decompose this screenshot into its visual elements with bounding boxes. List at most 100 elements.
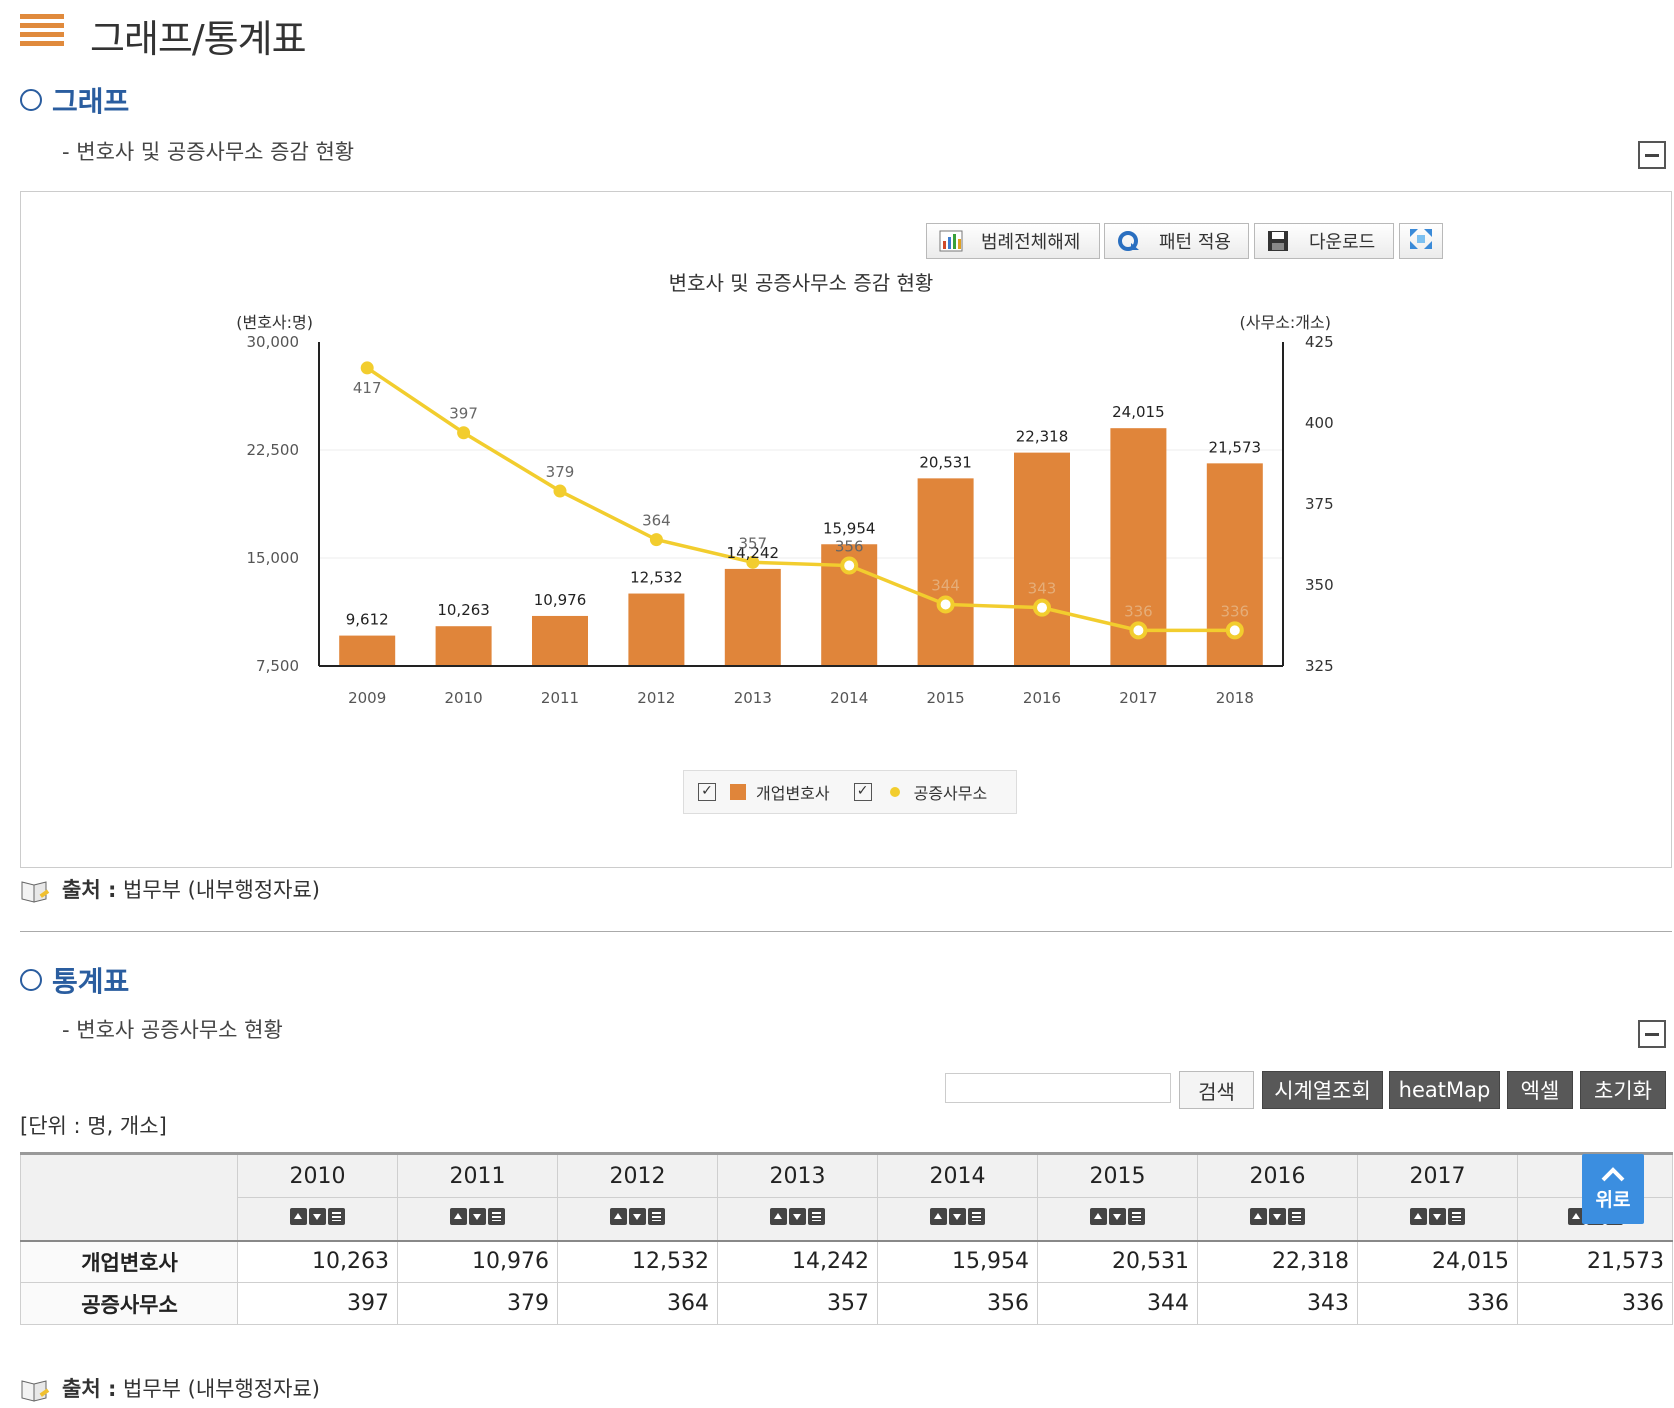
search-button[interactable]: 검색 xyxy=(1179,1071,1254,1109)
sort-asc-icon[interactable] xyxy=(610,1208,627,1226)
col-header-2016: 2016 xyxy=(1197,1152,1358,1198)
table-cell: 15,954 xyxy=(877,1239,1038,1283)
bar-data-label: 10,263 xyxy=(437,601,490,619)
list-icon[interactable] xyxy=(968,1208,985,1226)
sort-asc-icon[interactable] xyxy=(1410,1208,1427,1226)
sort-asc-icon[interactable] xyxy=(290,1208,307,1226)
x-tick-label: 2016 xyxy=(1023,689,1061,707)
timeseries-button[interactable]: 시계열조회 xyxy=(1262,1071,1383,1109)
table-cell: 356 xyxy=(877,1282,1038,1325)
legend-off-button[interactable]: 범례전체해제 xyxy=(926,223,1100,259)
list-icon[interactable] xyxy=(1448,1208,1465,1226)
sort-desc-icon[interactable] xyxy=(789,1208,806,1226)
line-data-label: 343 xyxy=(1028,580,1057,598)
sort-asc-icon[interactable] xyxy=(450,1208,467,1226)
y-right-tick-label: 325 xyxy=(1305,657,1334,675)
x-tick-label: 2012 xyxy=(637,689,675,707)
legend-checkbox-lawyers[interactable]: ✓ xyxy=(698,783,716,801)
table-cell: 336 xyxy=(1517,1282,1673,1325)
save-icon xyxy=(1267,230,1291,252)
y-right-tick-label: 375 xyxy=(1305,495,1334,513)
sort-controls xyxy=(397,1197,558,1241)
heatmap-button[interactable]: heatMap xyxy=(1389,1071,1500,1109)
y-left-tick-label: 30,000 xyxy=(247,333,300,351)
sort-desc-icon[interactable] xyxy=(1429,1208,1446,1226)
col-header-2010: 2010 xyxy=(237,1152,398,1198)
table-source-text: 법무부 (내부행정자료) xyxy=(116,1377,320,1401)
x-tick-label: 2013 xyxy=(734,689,772,707)
y-left-tick-label: 22,500 xyxy=(247,441,300,459)
line-point xyxy=(1225,621,1244,640)
chart-legend: ✓ 개업변호사 ✓ 공증사무소 xyxy=(683,770,1017,814)
reset-button[interactable]: 초기화 xyxy=(1580,1071,1666,1109)
sort-asc-icon[interactable] xyxy=(1567,1208,1585,1226)
table-cell: 21,573 xyxy=(1517,1239,1673,1283)
chart-title: 변호사 및 공증사무소 증감 현황 xyxy=(669,271,934,295)
sort-desc-icon[interactable] xyxy=(1109,1208,1126,1226)
table-row: 공증사무소 397 379 364 357 356 344 343 336 336 xyxy=(20,1282,1673,1325)
table-cell: 364 xyxy=(557,1282,718,1325)
y-right-tick-label: 425 xyxy=(1305,333,1334,351)
table-cell: 336 xyxy=(1357,1282,1518,1325)
col-header-2014: 2014 xyxy=(877,1152,1038,1198)
bar-data-label: 14,242 xyxy=(727,544,780,562)
line-data-label: 336 xyxy=(1220,602,1249,620)
list-icon[interactable] xyxy=(808,1208,825,1226)
fullscreen-button[interactable] xyxy=(1399,223,1443,259)
list-icon[interactable] xyxy=(1288,1208,1305,1226)
scroll-to-top-button[interactable]: 위로 xyxy=(1582,1154,1644,1224)
list-icon[interactable] xyxy=(1128,1208,1145,1226)
bar xyxy=(724,568,781,666)
year-header-row: 2010 2011 2012 2013 2014 2015 2016 2017 … xyxy=(20,1152,1673,1241)
table-search-input[interactable] xyxy=(945,1073,1171,1103)
sort-controls xyxy=(717,1197,878,1241)
sort-asc-icon[interactable] xyxy=(770,1208,787,1226)
list-icon[interactable] xyxy=(648,1208,665,1226)
chevron-up-icon xyxy=(1601,1167,1625,1182)
list-icon[interactable] xyxy=(488,1208,505,1226)
legend-swatch-line xyxy=(889,787,900,797)
sort-desc-icon[interactable] xyxy=(1269,1208,1286,1226)
legend-swatch-bar xyxy=(730,784,746,800)
table-cell: 10,263 xyxy=(237,1239,398,1283)
sort-desc-icon[interactable] xyxy=(629,1208,646,1226)
line-point xyxy=(360,361,374,375)
table-row: 개업변호사 10,263 10,976 12,532 14,242 15,954 20,53… xyxy=(20,1239,1673,1283)
sort-controls xyxy=(237,1197,398,1241)
collapse-graph-button[interactable] xyxy=(1638,141,1666,169)
sort-desc-icon[interactable] xyxy=(309,1208,326,1226)
line-data-label: 364 xyxy=(642,512,671,530)
excel-button[interactable]: 엑셀 xyxy=(1507,1071,1573,1109)
sort-control-row xyxy=(21,1197,1673,1241)
download-button[interactable]: 다운로드 xyxy=(1254,223,1394,259)
sort-controls xyxy=(877,1197,1038,1241)
bar-data-label: 20,531 xyxy=(919,453,972,471)
menu-icon[interactable] xyxy=(20,14,64,46)
sort-desc-icon[interactable] xyxy=(469,1208,486,1226)
graph-source-label: 출처 : xyxy=(62,878,117,902)
bar xyxy=(339,635,396,666)
sort-controls xyxy=(1357,1197,1518,1241)
col-header-2017: 2017 xyxy=(1357,1152,1518,1198)
row-header: 공증사무소 xyxy=(20,1282,238,1325)
sort-asc-icon[interactable] xyxy=(1250,1208,1267,1226)
pattern-apply-button[interactable]: 패턴 적용 xyxy=(1104,223,1249,259)
x-tick-label: 2011 xyxy=(541,689,579,707)
sort-asc-icon[interactable] xyxy=(930,1208,947,1226)
list-icon[interactable] xyxy=(328,1208,345,1226)
table-cell: 343 xyxy=(1197,1282,1358,1325)
chart-panel: 범례전체해제 패턴 적용 다운로드 변호사 및 공증사무소 증감 현황 (변호사:… xyxy=(20,191,1672,868)
collapse-table-button[interactable] xyxy=(1638,1020,1666,1048)
sort-asc-icon[interactable] xyxy=(1090,1208,1107,1226)
y-right-axis-label: (사무소:개소) xyxy=(1240,313,1331,332)
sort-desc-icon[interactable] xyxy=(949,1208,966,1226)
x-tick-label: 2018 xyxy=(1216,689,1254,707)
bar xyxy=(1014,452,1070,666)
bar-data-label: 15,954 xyxy=(823,519,876,537)
table-cell: 24,015 xyxy=(1357,1239,1518,1283)
line-point xyxy=(936,595,955,614)
table-cell: 20,531 xyxy=(1037,1239,1198,1283)
legend-checkbox-notary[interactable]: ✓ xyxy=(853,783,872,801)
sort-controls xyxy=(557,1197,718,1241)
graph-source: 출처 : 법무부 (내부행정자료) xyxy=(20,874,320,904)
